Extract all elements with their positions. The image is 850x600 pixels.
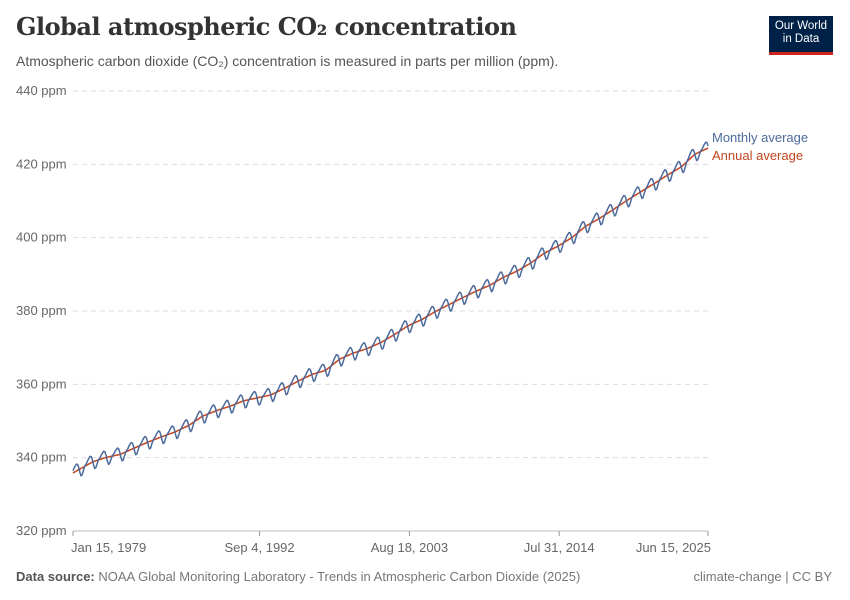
- source-link[interactable]: NOAA Global Monitoring Laboratory - Tren…: [98, 569, 581, 584]
- chart-title: Global atmospheric CO₂ concentration: [16, 12, 517, 41]
- y-tick-label: 360 ppm: [16, 376, 67, 391]
- y-tick-label: 400 ppm: [16, 230, 67, 245]
- annual-average-line: [72, 147, 709, 474]
- y-tick-label: 420 ppm: [16, 156, 67, 171]
- y-tick-label: 440 ppm: [16, 83, 67, 98]
- legend-annual-average: Annual average: [712, 148, 803, 163]
- y-tick-label: 320 ppm: [16, 523, 67, 538]
- data-source: Data source: NOAA Global Monitoring Labo…: [16, 569, 580, 584]
- chart-subtitle: Atmospheric carbon dioxide (CO₂) concent…: [16, 53, 559, 69]
- y-tick-label: 380 ppm: [16, 303, 67, 318]
- monthly-average-line: [72, 141, 709, 477]
- x-tick-label: Jan 15, 1979: [71, 540, 146, 555]
- x-tick-label: Sep 4, 1992: [225, 540, 295, 555]
- x-tick-label: Aug 18, 2003: [371, 540, 448, 555]
- x-tick-label: Jul 31, 2014: [524, 540, 595, 555]
- x-tick-label: Jun 15, 2025: [636, 540, 711, 555]
- source-label: Data source:: [16, 569, 95, 584]
- logo-text: Our World in Data: [774, 20, 828, 45]
- owid-logo[interactable]: Our World in Data: [769, 16, 833, 55]
- legend-monthly-average: Monthly average: [712, 130, 808, 145]
- y-tick-label: 340 ppm: [16, 450, 67, 465]
- license[interactable]: climate-change | CC BY: [693, 569, 833, 584]
